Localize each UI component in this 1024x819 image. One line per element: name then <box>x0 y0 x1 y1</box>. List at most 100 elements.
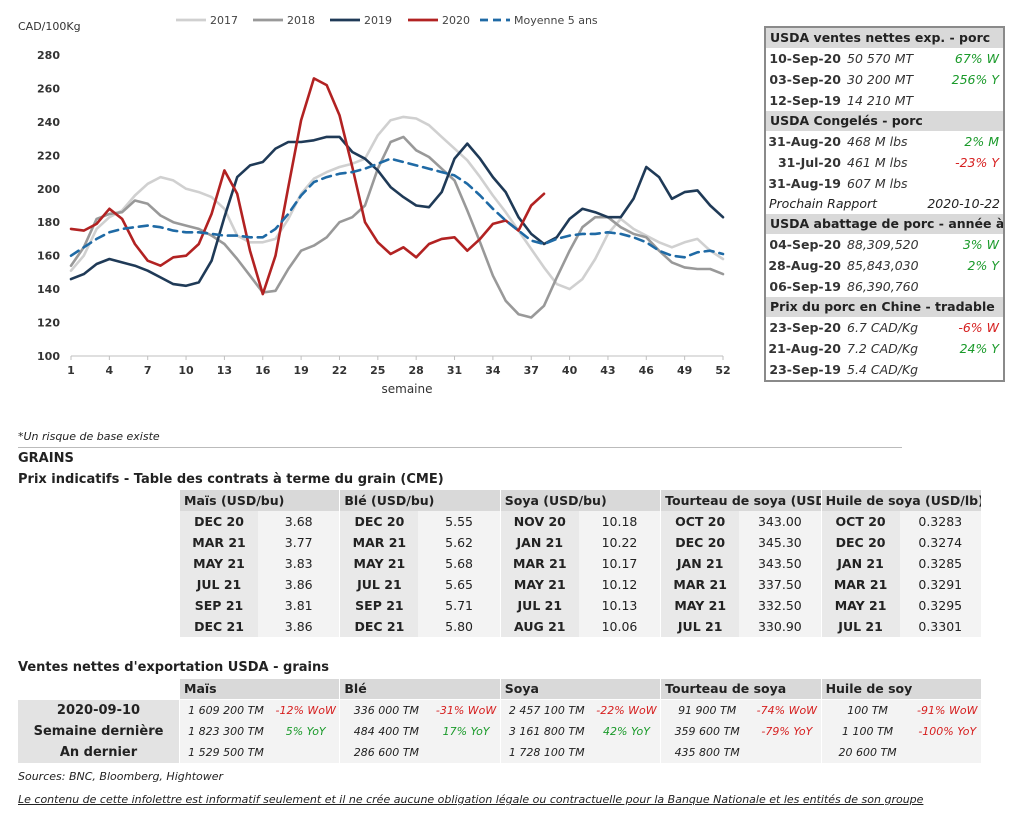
y-axis-unit-label: CAD/100Kg <box>18 20 81 33</box>
legend-item: 2017 <box>176 14 238 27</box>
export-volume: 286 600 TM <box>353 746 419 759</box>
x-tick-label: 7 <box>144 364 152 377</box>
contract-price: 343.00 <box>739 511 821 532</box>
cme-column: DEC 20 3.68 MAR 21 3.77 MAY 21 3.83 JUL 21 3.86… <box>179 511 340 637</box>
panel-value: 88,309,520 <box>847 237 919 252</box>
panel-change <box>933 359 1003 380</box>
contract-price: 5.68 <box>418 553 500 574</box>
legend-item: 2018 <box>253 14 315 27</box>
panel-date: 21-Aug-20 <box>768 341 841 356</box>
y-tick-label: 280 <box>37 49 60 62</box>
export-column: 2 457 100 TM -22% WoW 3 161 800 TM 42% YoY 1… <box>499 700 661 763</box>
export-row: 2 457 100 TM -22% WoW <box>501 700 660 721</box>
contract-month: MAR 21 <box>821 574 900 595</box>
contract-price: 3.77 <box>258 532 340 553</box>
usda-pork-panel: USDA ventes nettes exp. - porc 10-Sep-20 5… <box>764 26 1005 382</box>
panel-date: 28-Aug-20 <box>768 258 841 273</box>
section-divider <box>18 447 902 448</box>
contract-month: DEC 20 <box>821 532 900 553</box>
panel-row: 10-Sep-20 50 570 MT 67% W <box>766 48 1003 69</box>
contract-price: 5.65 <box>418 574 500 595</box>
contract-month: SEP 21 <box>180 595 258 616</box>
contract-price: 0.3283 <box>899 511 981 532</box>
export-change: 5% YoY <box>285 725 326 738</box>
cme-row: SEP 21 3.81 <box>180 595 340 616</box>
cme-row: JUL 21 0.3301 <box>821 616 981 637</box>
x-tick-label: 46 <box>639 364 655 377</box>
panel-row: 03-Sep-20 30 200 MT 256% Y <box>766 69 1003 90</box>
contract-month: JAN 21 <box>821 553 900 574</box>
contract-month: OCT 20 <box>821 511 900 532</box>
contract-price: 10.17 <box>578 553 661 574</box>
cme-column: OCT 20 0.3283 DEC 20 0.3274 JAN 21 0.3285 MAR … <box>820 511 981 637</box>
x-tick-label: 10 <box>178 364 194 377</box>
legend-label: Moyenne 5 ans <box>514 14 598 27</box>
export-change: -31% WoW <box>435 704 497 717</box>
cme-body: DEC 20 3.68 MAR 21 3.77 MAY 21 3.83 JUL 21 3.86… <box>179 511 981 637</box>
x-tick-label: 16 <box>255 364 271 377</box>
export-volume: 359 600 TM <box>674 725 740 738</box>
cme-row: MAY 21 5.68 <box>340 553 500 574</box>
panel-row: 04-Sep-20 88,309,520 3% W <box>766 234 1003 255</box>
legend-label: 2020 <box>442 14 470 27</box>
cme-row: JUL 21 330.90 <box>661 616 821 637</box>
contract-month: DEC 20 <box>180 511 258 532</box>
next-report-row: Prochain Rapport 2020-10-22 <box>766 194 1003 214</box>
cme-row: JUL 21 5.65 <box>340 574 500 595</box>
cme-column-header: Tourteau de soya (USD/ST <box>660 490 821 511</box>
cme-row: DEC 20 345.30 <box>661 532 821 553</box>
cme-column-header: Blé (USD/bu) <box>339 490 500 511</box>
cme-column-header: Huile de soya (USD/lb) <box>820 490 981 511</box>
cme-row: OCT 20 343.00 <box>661 511 821 532</box>
y-tick-label: 240 <box>37 116 60 129</box>
contract-price: 10.18 <box>578 511 661 532</box>
legend-item: 2019 <box>330 14 392 27</box>
x-tick-label: 31 <box>447 364 462 377</box>
export-volume: 20 600 TM <box>838 746 897 759</box>
next-report-label: Prochain Rapport <box>769 196 878 211</box>
panel-value: 86,390,760 <box>847 279 919 294</box>
contract-price: 5.71 <box>418 595 500 616</box>
contract-price: 5.62 <box>418 532 500 553</box>
contract-month: NOV 20 <box>500 511 579 532</box>
contract-month: MAY 21 <box>340 553 419 574</box>
panel-date: 03-Sep-20 <box>769 72 841 87</box>
export-volume: 100 TM <box>847 704 888 717</box>
x-tick-label: 34 <box>485 364 501 377</box>
cme-header-row: Maïs (USD/bu) Blé (USD/bu) Soya (USD/bu) To… <box>179 490 981 511</box>
export-change <box>272 742 339 763</box>
panel-row: 23-Sep-19 5.4 CAD/Kg <box>766 359 1003 380</box>
x-tick-label: 19 <box>293 364 308 377</box>
export-row: 91 900 TM -74% WoW <box>661 700 820 721</box>
cme-row: SEP 21 5.71 <box>340 595 500 616</box>
panel-change: -23% Y <box>955 155 999 170</box>
contract-price: 337.50 <box>739 574 821 595</box>
panel-value: 607 M lbs <box>847 176 908 191</box>
x-tick-label: 43 <box>600 364 615 377</box>
cme-row: JUL 21 10.13 <box>500 595 661 616</box>
panel-date: 23-Sep-19 <box>769 362 841 377</box>
contract-month: MAR 21 <box>180 532 258 553</box>
contract-price: 10.22 <box>578 532 661 553</box>
contract-month: MAR 21 <box>661 574 740 595</box>
contract-price: 343.50 <box>739 553 821 574</box>
panel-value: 7.2 CAD/Kg <box>847 341 919 356</box>
export-volume: 1 728 100 TM <box>508 746 585 759</box>
export-change <box>593 742 660 763</box>
contract-month: SEP 21 <box>340 595 419 616</box>
x-tick-label: 49 <box>677 364 692 377</box>
export-column: 100 TM -91% WoW 1 100 TM -100% YoY 20 600 TM <box>820 700 981 763</box>
export-change <box>753 742 820 763</box>
panel-date: 23-Sep-20 <box>769 320 841 335</box>
legend-item: 2020 <box>408 14 470 27</box>
export-row: 3 161 800 TM 42% YoY <box>501 721 660 742</box>
panel-row: 12-Sep-19 14 210 MT <box>766 90 1003 111</box>
panel-section-title: USDA ventes nettes exp. - porc <box>766 28 1003 48</box>
panel-row: 31-Aug-19 607 M lbs <box>766 173 1003 194</box>
export-volume: 1 609 200 TM <box>188 704 264 717</box>
panel-value: 468 M lbs <box>847 134 908 149</box>
panel-change: 2% Y <box>967 258 999 273</box>
sources-note: Sources: BNC, Bloomberg, Hightower <box>18 770 224 783</box>
cme-row: JAN 21 10.22 <box>500 532 661 553</box>
contract-price: 0.3285 <box>899 553 981 574</box>
